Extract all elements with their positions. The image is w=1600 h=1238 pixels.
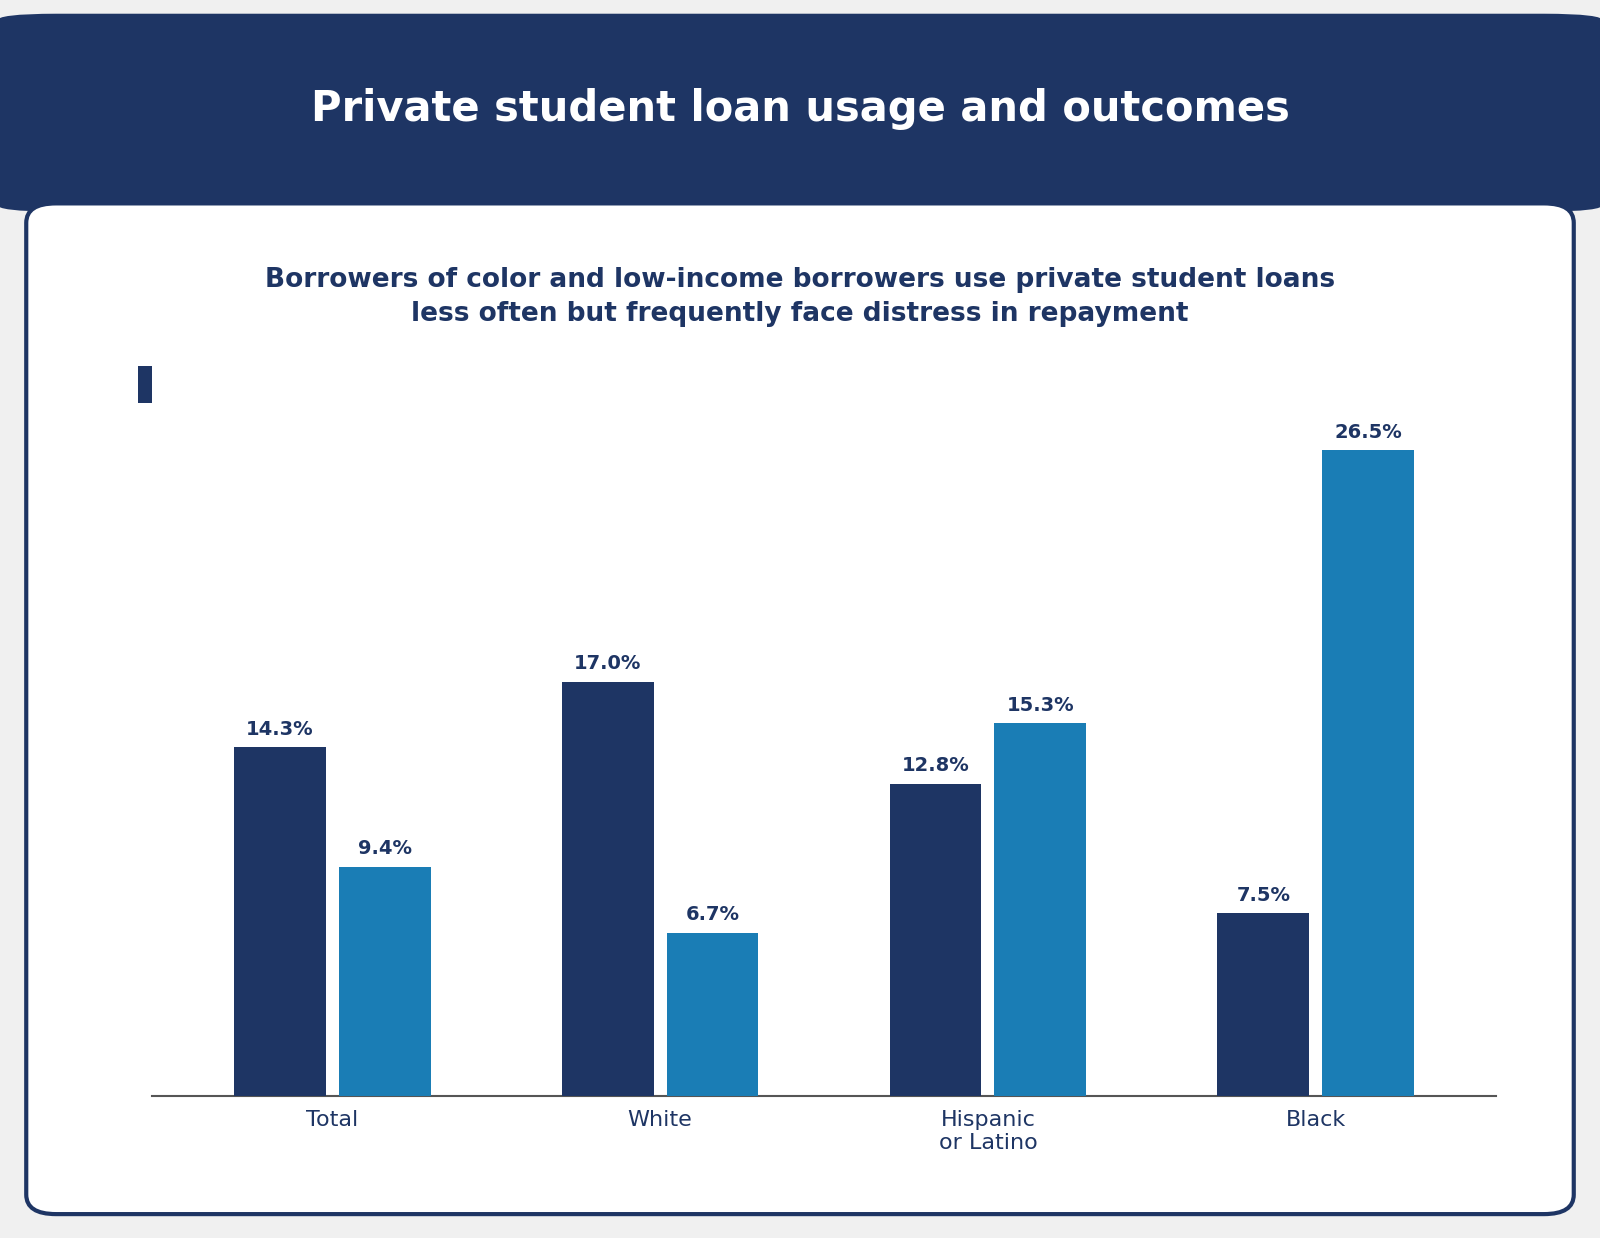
Text: 14.3%: 14.3%	[246, 721, 314, 739]
Bar	[562, 682, 653, 1096]
Text: 9.4%: 9.4%	[358, 839, 411, 858]
Bar	[339, 867, 430, 1096]
Text: 12.8%: 12.8%	[901, 756, 970, 775]
Text: among student loan borrowers: among student loan borrowers	[189, 387, 466, 405]
Text: economic hardship (see endnote 19 for detail): economic hardship (see endnote 19 for de…	[851, 387, 1269, 405]
Bar	[1218, 914, 1309, 1096]
Text: 26.5%: 26.5%	[1334, 423, 1402, 442]
Bar	[667, 932, 758, 1096]
Text: 15.3%: 15.3%	[1006, 696, 1074, 714]
Text: 17.0%: 17.0%	[574, 654, 642, 673]
Bar	[138, 365, 171, 402]
Text: Borrowers of color and low-income borrowers use private student loans
less often: Borrowers of color and low-income borrow…	[266, 266, 1334, 327]
FancyBboxPatch shape	[0, 14, 1600, 212]
Bar	[1322, 451, 1414, 1096]
Text: Rate of private student loan non-repayment due to: Rate of private student loan non-repayme…	[851, 366, 1312, 385]
Bar	[800, 365, 832, 402]
Text: 7.5%: 7.5%	[1237, 885, 1290, 905]
Bar	[890, 784, 981, 1096]
FancyBboxPatch shape	[26, 203, 1574, 1214]
Bar	[995, 723, 1086, 1096]
Bar	[234, 748, 326, 1096]
Text: Rate of private student loan utilization: Rate of private student loan utilization	[189, 366, 536, 385]
Text: 6.7%: 6.7%	[685, 905, 739, 924]
Text: Private student loan usage and outcomes: Private student loan usage and outcomes	[310, 88, 1290, 130]
